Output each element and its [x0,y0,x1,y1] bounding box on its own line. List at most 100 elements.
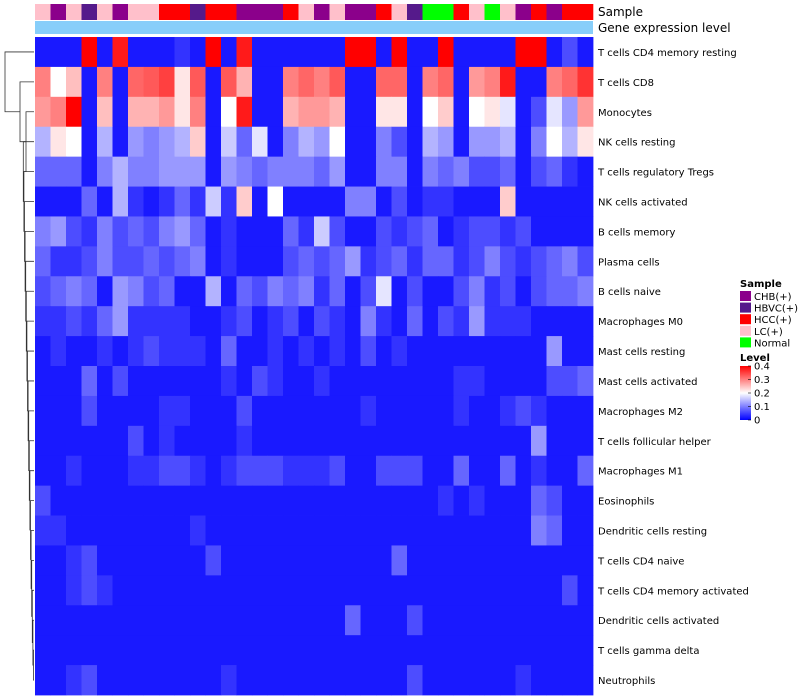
heatmap-cell [469,276,485,307]
heatmap-cell [159,575,175,606]
heatmap-cell [422,485,439,516]
heatmap-cell [438,276,454,307]
heatmap-cell [267,545,284,576]
heatmap-cell [577,126,594,158]
heatmap-cell [236,336,253,367]
heatmap-cell [422,276,439,307]
row-label: Dendritic cells resting [598,527,707,538]
heatmap-cell [50,126,67,158]
heatmap-cell [391,37,408,68]
heatmap-cell [546,455,563,487]
heatmap-cell [329,485,346,516]
heatmap-cell [500,515,516,546]
heatmap-cell [236,455,253,487]
heatmap-cell [35,395,51,427]
heatmap-cell [112,126,129,158]
heatmap-cell [314,246,330,277]
heatmap-cell [531,96,547,128]
heatmap-cell [35,455,51,487]
row-label: Dendritic cells activated [598,616,719,627]
legend-swatch [740,325,751,336]
heatmap-cell [236,366,253,397]
legend-color-bar [740,366,751,420]
heatmap-cell [66,186,82,217]
heatmap-cell [329,126,346,158]
heatmap-cell [35,126,51,158]
heatmap-cell [345,306,361,337]
heatmap-cell [562,246,578,277]
heatmap-cell [577,395,594,427]
heatmap-cell [236,37,253,68]
sample-annotation-cell [252,4,268,20]
legend-tick-label: 0.4 [754,362,770,373]
heatmap-cell [128,126,144,158]
heatmap-cell [50,635,67,666]
heatmap-cell [376,366,392,397]
sample-annotation-cell [484,4,501,20]
heatmap-cell [190,126,206,158]
heatmap-cell [205,455,222,487]
heatmap-cell [453,306,470,337]
heatmap-cell [159,635,175,666]
heatmap-cell [236,186,253,217]
heatmap-cell [577,96,594,128]
legend: Sample CHB(+)HBVC(+)HCC(+)LC(+)Normal Le… [740,279,798,427]
heatmap-cell [546,575,563,606]
expression-track-label: Gene expression level [598,21,731,35]
heatmap-cell [97,126,113,158]
heatmap-cell [298,545,315,576]
row-label: T cells gamma delta [597,646,699,657]
heatmap-cell [205,515,222,546]
heatmap-cell [252,665,268,696]
heatmap-cell [128,605,144,636]
heatmap-cell [190,485,206,516]
heatmap-cell [298,66,315,98]
heatmap-cell [236,216,253,247]
heatmap-cell [236,575,253,606]
heatmap-cell [577,635,594,666]
heatmap-cell [159,545,175,576]
heatmap-cell [360,336,377,367]
heatmap-cell [376,665,392,696]
heatmap-cell [562,126,578,158]
heatmap-cell [562,545,578,576]
heatmap-cell [35,276,51,307]
heatmap-cell [50,246,67,277]
heatmap-cell [546,515,563,546]
heatmap-cell [190,665,206,696]
heatmap-cell [298,156,315,187]
heatmap-cell [422,665,439,696]
heatmap-cell [314,485,330,516]
heatmap-cell [97,96,113,128]
heatmap-cell [407,665,423,696]
heatmap-cell [515,575,532,606]
heatmap-cell [422,425,439,457]
heatmap-cell [376,66,392,98]
heatmap-cell [143,246,160,277]
heatmap-cell [562,635,578,666]
heatmap-cell [50,366,67,397]
heatmap-cell [190,545,206,576]
heatmap-cell [314,276,330,307]
heatmap-cell [267,425,284,457]
heatmap-cell [329,455,346,487]
heatmap-cell [205,575,222,606]
heatmap-cell [500,126,516,158]
heatmap-cell [438,156,454,187]
heatmap-cell [531,66,547,98]
heatmap-cell [97,575,113,606]
heatmap-cell [422,66,439,98]
heatmap-cell [252,366,268,397]
heatmap-cell [546,395,563,427]
row-label: Plasma cells [598,257,660,268]
heatmap-cell [128,186,144,217]
heatmap-cell [546,66,563,98]
heatmap-cell [546,246,563,277]
heatmap-cell [190,366,206,397]
heatmap-cell [66,665,82,696]
legend-label: LC(+) [754,327,783,338]
heatmap-cell [376,156,392,187]
heatmap-cell [267,186,284,217]
sample-annotation-cell [81,4,98,20]
